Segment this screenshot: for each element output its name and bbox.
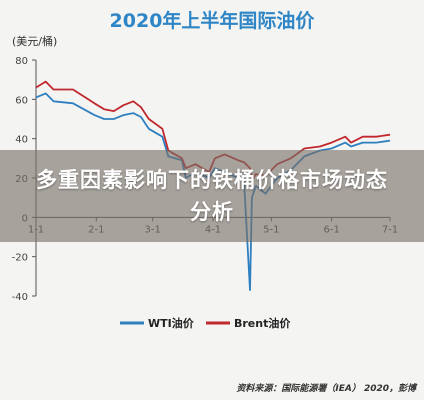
y-tick-label: 80 [15, 56, 28, 67]
chart-title: 2020年上半年国际油价 [110, 9, 316, 32]
y-tick-label: 40 [15, 135, 28, 146]
legend: WTI油价 Brent油价 [120, 316, 291, 330]
y-axis-label: (美元/桶) [12, 34, 57, 48]
legend-label: Brent油价 [234, 316, 291, 330]
source-note: 资料来源：国际能源署（IEA） 2020，彭博 [236, 383, 418, 394]
banner-text: 多重因素影响下的铁桶价格市场动态分析 [36, 168, 388, 224]
y-tick-label: -20 [12, 253, 28, 264]
y-tick-label: 60 [15, 95, 28, 106]
y-tick-label: -40 [12, 292, 28, 303]
legend-label: WTI油价 [148, 316, 195, 330]
title-banner: 多重因素影响下的铁桶价格市场动态分析 [0, 150, 424, 242]
